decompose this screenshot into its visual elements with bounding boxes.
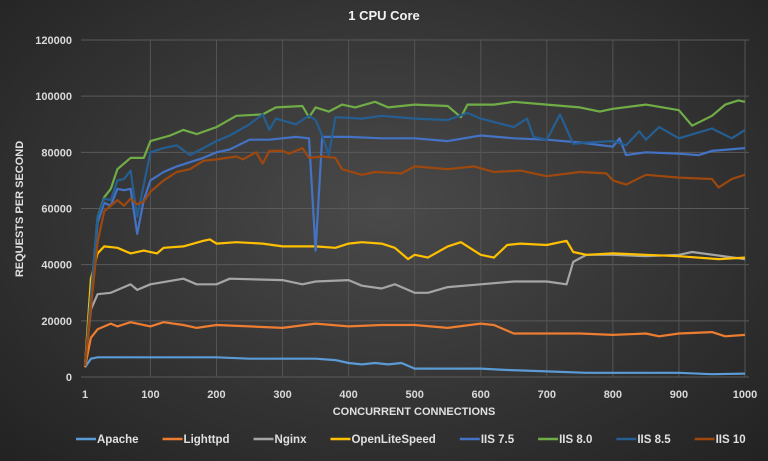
series-line-nginx xyxy=(83,250,746,366)
legend-item: Apache xyxy=(76,434,139,446)
series-line-iis-10 xyxy=(83,147,746,366)
legend-label: IIS 8.0 xyxy=(559,434,592,446)
series-line-openlitespeed xyxy=(83,238,746,366)
legend-item: IIS 8.5 xyxy=(616,434,671,446)
x-tick-label: 1000 xyxy=(733,389,757,401)
chart-title: 1 CPU Core xyxy=(348,8,420,23)
y-tick-label: 40000 xyxy=(41,260,72,272)
series-line-lighttpd xyxy=(83,321,746,368)
y-axis-ticks: 0 20000 40000 60000 80000 100000 120000 xyxy=(35,35,72,384)
x-tick-label: 800 xyxy=(604,389,622,401)
legend-label: OpenLiteSpeed xyxy=(351,434,435,446)
legend-item: IIS 10 xyxy=(694,434,746,446)
y-axis-label: REQUESTS PER SECOND xyxy=(14,141,26,277)
series-line-iis-8-5 xyxy=(83,111,746,366)
legend-label: Lighttpd xyxy=(184,434,230,446)
series-line-iis-8-0 xyxy=(83,99,746,366)
x-axis-label: CONCURRENT CONNECTIONS xyxy=(333,406,496,418)
legend-label: Nginx xyxy=(275,434,308,446)
x-tick-label: 200 xyxy=(207,389,225,401)
legend-item: Nginx xyxy=(253,434,308,446)
y-tick-label: 100000 xyxy=(35,91,72,103)
y-tick-label: 80000 xyxy=(41,147,72,159)
legend-item: Lighttpd xyxy=(162,434,230,446)
x-tick-label: 900 xyxy=(670,389,688,401)
y-tick-label: 60000 xyxy=(41,204,72,216)
x-tick-label: 100 xyxy=(141,389,159,401)
grid xyxy=(81,39,749,378)
y-tick-label: 0 xyxy=(66,372,72,384)
x-axis-ticks: 1 100 200 300 400 500 600 700 800 900 1000 xyxy=(82,389,757,401)
legend-label: IIS 8.5 xyxy=(637,434,671,446)
legend-label: IIS 7.5 xyxy=(481,434,515,446)
legend-label: IIS 10 xyxy=(716,434,746,446)
x-tick-label: 500 xyxy=(405,389,423,401)
series-line-iis-7-5 xyxy=(83,134,746,366)
legend-item: IIS 8.0 xyxy=(538,434,592,446)
series-lines xyxy=(83,99,746,376)
x-tick-label: 300 xyxy=(273,389,291,401)
legend-item: IIS 7.5 xyxy=(459,434,515,446)
legend-label: Apache xyxy=(97,434,139,446)
y-tick-label: 120000 xyxy=(35,35,72,47)
legend: Apache Lighttpd Nginx OpenLiteSpeed IIS 7.5 I… xyxy=(76,434,746,446)
y-tick-label: 20000 xyxy=(41,316,72,328)
x-tick-label: 600 xyxy=(472,389,490,401)
x-tick-label: 1 xyxy=(82,389,88,401)
x-tick-label: 700 xyxy=(538,389,556,401)
series-line-apache xyxy=(84,356,746,376)
legend-item: OpenLiteSpeed xyxy=(330,434,436,446)
x-tick-label: 400 xyxy=(339,389,357,401)
